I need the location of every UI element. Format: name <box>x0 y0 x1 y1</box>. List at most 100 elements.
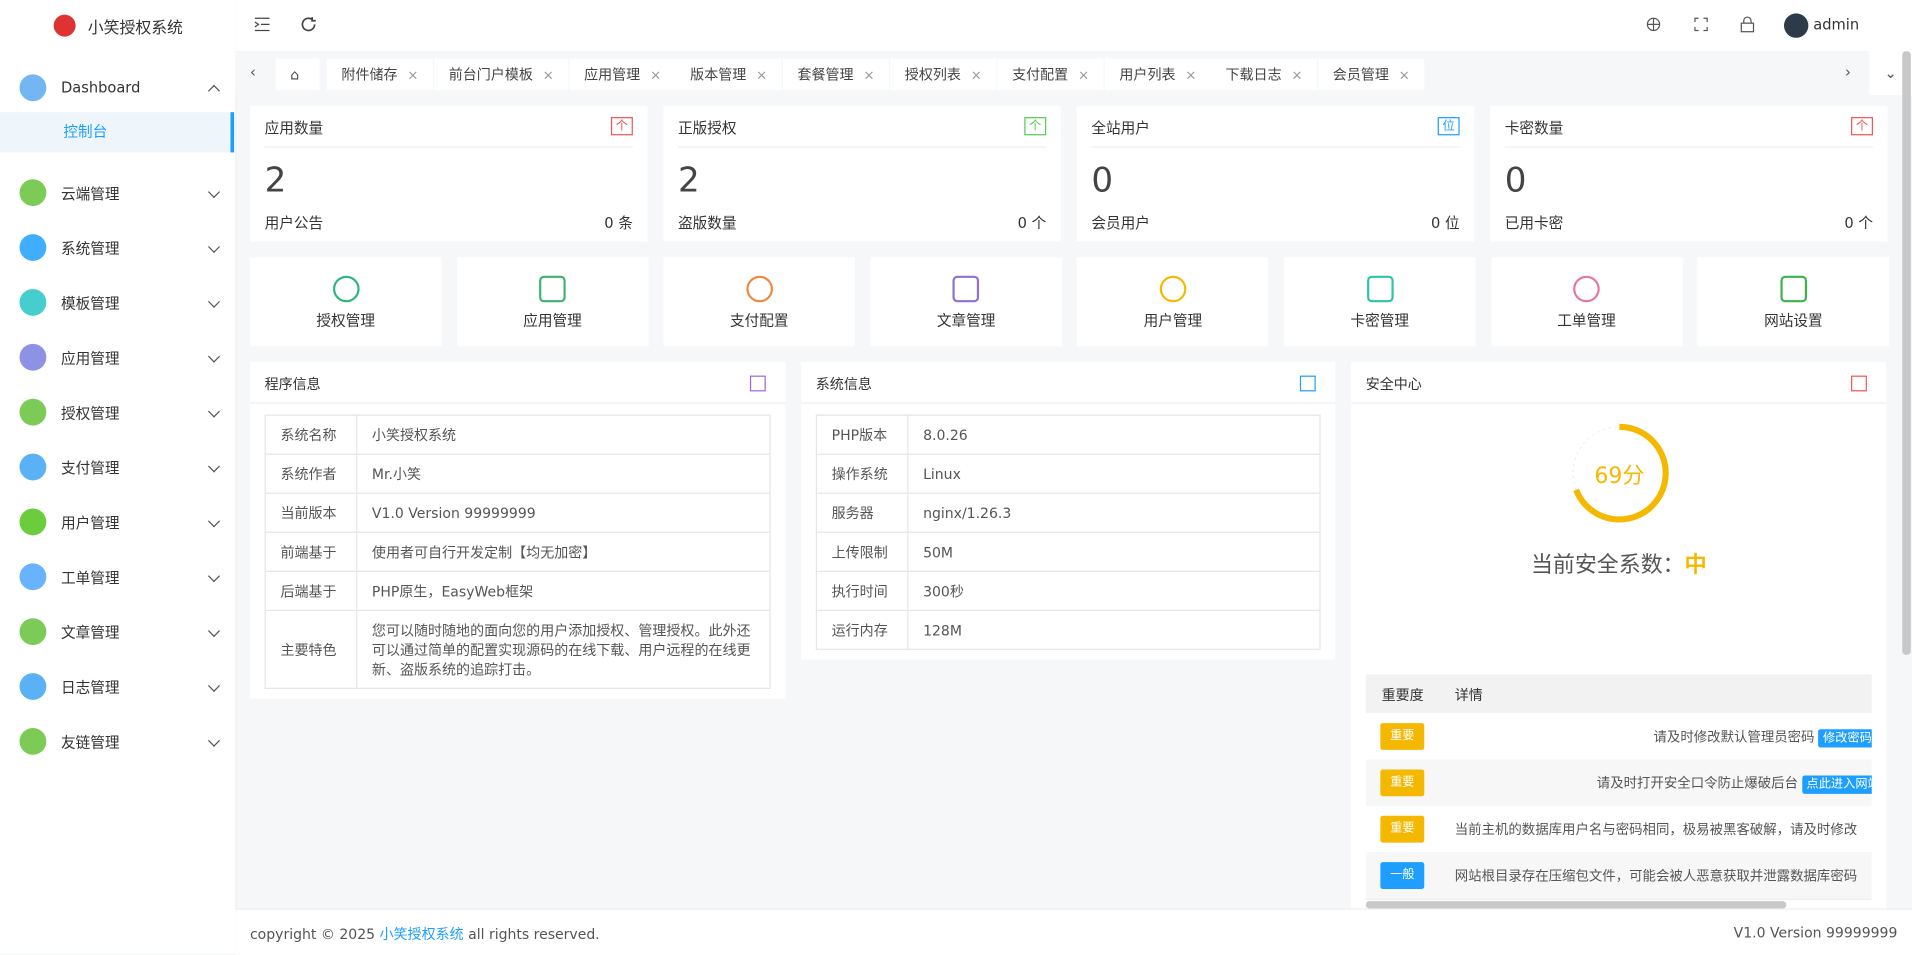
info-value: V1.0 Version 99999999 <box>356 492 771 533</box>
copyright: copyright © 2025 小笑授权系统 all rights reser… <box>250 924 600 944</box>
menu-item[interactable]: 模板管理 <box>0 276 235 330</box>
shortcut-icon <box>332 275 359 303</box>
tab-close[interactable]: × <box>649 67 662 83</box>
menu-item[interactable]: 授权管理 <box>0 385 235 439</box>
refresh[interactable] <box>300 16 317 33</box>
tab-close[interactable]: × <box>1077 67 1090 83</box>
info-value: PHP原生，EasyWeb框架 <box>356 570 771 611</box>
stat-title: 全站用户 <box>1091 119 1150 137</box>
menu-item[interactable]: 支付管理 <box>0 440 235 494</box>
tab-close[interactable]: × <box>542 67 554 83</box>
chevron <box>207 295 221 308</box>
menu-item[interactable]: Dashboard <box>0 61 235 115</box>
menu-item[interactable]: 友链管理 <box>0 715 235 769</box>
submenu-item[interactable]: 控制台 <box>0 112 235 153</box>
menu-item[interactable]: 日志管理 <box>0 660 235 714</box>
issue-action[interactable]: 修改密码 <box>1818 729 1872 748</box>
shortcut[interactable]: 授权管理 <box>249 257 442 347</box>
info-value: 使用者可自行开发定制【均无加密】 <box>356 531 771 572</box>
stat-sub-label: 会员用户 <box>1091 214 1150 232</box>
stat-value: 0 <box>1091 159 1114 200</box>
tab[interactable]: 会员管理 × <box>1318 58 1425 91</box>
shortcut[interactable]: 文章管理 <box>870 257 1062 347</box>
tab-close[interactable]: × <box>1291 67 1303 83</box>
menu-item[interactable]: 用户管理 <box>0 495 235 549</box>
footer: copyright © 2025 小笑授权系统 all rights reser… <box>235 908 1912 955</box>
issue-table-wrap: 重要度 详情 重要 请及时修改默认管理员密码 修改密码 重要 请及时打开安全口令防止爆破后台… <box>1365 674 1872 909</box>
info-table: 系统名称 小笑授权系统 系统作者 Mr.小笑 当前版本 V1.0 Version 9999… <box>264 414 771 689</box>
panel-title: 系统信息 <box>815 375 872 393</box>
info-value: 50M <box>907 531 1321 572</box>
issue-level: 重要 <box>1380 723 1425 750</box>
menu-label: 授权管理 <box>60 404 120 422</box>
tab-close[interactable]: × <box>863 67 875 83</box>
shortcut-icon <box>746 275 773 303</box>
menu-item[interactable]: 文章管理 <box>0 605 235 659</box>
info-value: Mr.小笑 <box>356 453 771 494</box>
divider <box>801 402 1336 404</box>
tab[interactable]: 附件储存 × <box>326 58 434 91</box>
tab-label: 附件储存 <box>341 65 398 83</box>
shortcut-label: 网站设置 <box>1764 312 1823 330</box>
chevron <box>207 460 221 473</box>
tab-close[interactable]: × <box>756 67 768 83</box>
chevron <box>207 625 221 638</box>
shortcut-icon <box>952 275 980 303</box>
menu-toggle[interactable] <box>254 16 271 33</box>
stat-badge: 个 <box>1024 117 1047 136</box>
issue-row: 重要请及时打开安全口令防止爆破后台点此进入网站设置打开 <box>1365 759 1872 808</box>
tab[interactable]: 前台门户模板 × <box>434 58 569 91</box>
info-panel: 安全中心 69分 当前安全系数：中 重要度 详情 重要 请及时修改默认管理员密码 修改密码 重要… <box>1351 362 1887 909</box>
tab-close[interactable]: × <box>407 67 419 83</box>
shortcut[interactable]: 工单管理 <box>1490 257 1683 347</box>
username[interactable]: admin <box>1813 15 1860 33</box>
tab-close[interactable]: × <box>1398 67 1410 83</box>
tab-prev[interactable]: ‹ <box>249 63 256 81</box>
footer-link[interactable]: 小笑授权系统 <box>379 925 464 943</box>
info-row: 执行时间 300秒 <box>815 570 1321 611</box>
score-ring <box>1569 423 1669 523</box>
menu-item[interactable]: 系统管理 <box>0 221 235 275</box>
tab[interactable]: 支付配置 × <box>997 58 1104 91</box>
tab[interactable]: 用户列表 × <box>1104 58 1212 91</box>
issue-header: 重要度 详情 <box>1365 674 1872 714</box>
info-value: 小笑授权系统 <box>356 414 771 455</box>
tab-label: 套餐管理 <box>797 65 854 83</box>
info-key: 上传限制 <box>815 531 909 572</box>
info-row: 主要特色 您可以随时随地的面向您的用户添加授权、管理授权。此外还可以通过简单的配置… <box>264 609 771 689</box>
tab[interactable]: 版本管理 × <box>675 58 782 91</box>
tab-next[interactable]: › <box>1844 63 1851 81</box>
shortcut[interactable]: 卡密管理 <box>1284 257 1476 347</box>
issue-action[interactable]: 点此进入网站设置打开 <box>1801 775 1872 794</box>
tab[interactable]: 授权列表 × <box>890 58 997 91</box>
shortcut[interactable]: 网站设置 <box>1697 257 1890 347</box>
info-row: 运行内存 128M <box>815 609 1321 650</box>
topbar: admin <box>235 0 1912 53</box>
info-row: PHP版本 8.0.26 <box>815 414 1321 455</box>
divider <box>1091 146 1460 148</box>
divider <box>264 146 633 148</box>
tab[interactable]: 应用管理 × <box>569 58 676 91</box>
menu-item[interactable]: 云端管理 <box>0 166 235 220</box>
score-text: 69分 <box>1564 458 1674 490</box>
menu-item[interactable]: 应用管理 <box>0 330 235 384</box>
chevron <box>207 240 221 253</box>
chevron <box>207 84 221 97</box>
tab[interactable]: 套餐管理 × <box>782 58 890 91</box>
home-tab[interactable]: ⌂ <box>275 58 320 91</box>
shortcut[interactable]: 用户管理 <box>1077 257 1269 347</box>
info-row: 操作系统 Linux <box>815 453 1321 494</box>
shortcut[interactable]: 支付配置 <box>663 257 856 347</box>
tab-label: 用户列表 <box>1119 65 1176 83</box>
info-key: 主要特色 <box>264 609 358 689</box>
language[interactable] <box>1646 17 1661 32</box>
tab-close[interactable]: × <box>970 67 982 83</box>
tab[interactable]: 下载日志 × <box>1210 58 1318 91</box>
stat-card: 全站用户 位 0 会员用户 0 位 <box>1076 106 1475 242</box>
lock[interactable] <box>1740 16 1755 33</box>
fullscreen[interactable] <box>1694 17 1709 32</box>
menu-item[interactable]: 工单管理 <box>0 550 235 604</box>
tab-close[interactable]: × <box>1185 67 1197 83</box>
panel-title: 安全中心 <box>1365 375 1422 393</box>
shortcut[interactable]: 应用管理 <box>456 257 649 347</box>
